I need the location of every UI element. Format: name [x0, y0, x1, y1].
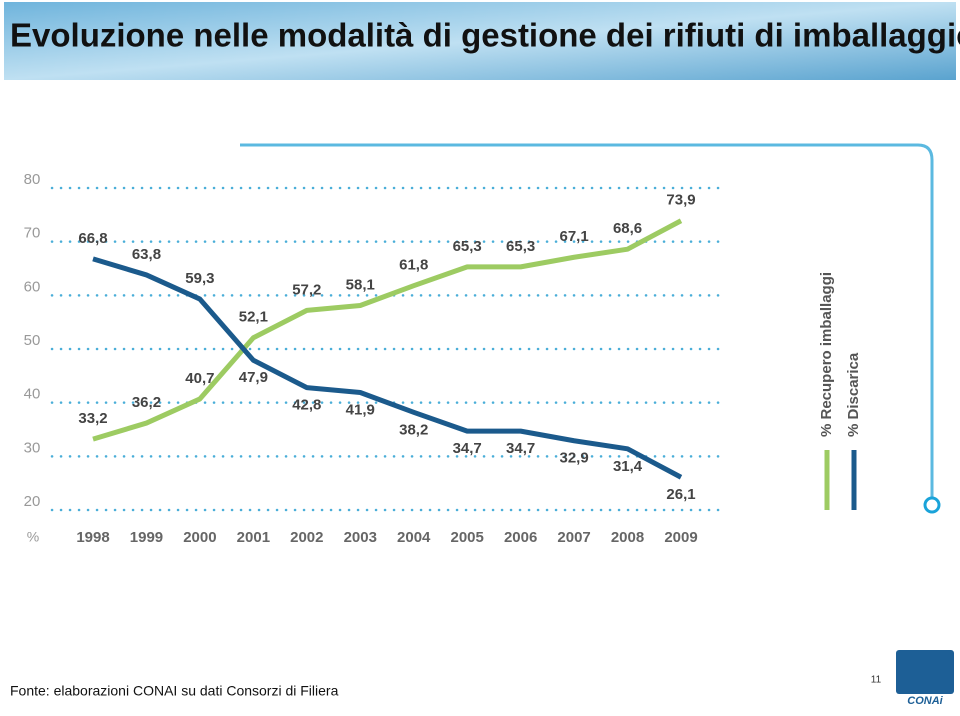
series-line	[92, 218, 683, 442]
data-label: 33,2	[78, 410, 107, 427]
data-label: 58,1	[346, 276, 375, 293]
logo	[896, 650, 954, 694]
y-tick-label: 60	[24, 278, 41, 295]
data-label: 42,8	[292, 397, 321, 414]
data-label: 61,8	[399, 257, 428, 274]
data-label: 65,3	[506, 238, 535, 255]
logo-text: CONAi	[907, 695, 943, 707]
x-tick-label: 1998	[76, 529, 109, 546]
series-line	[92, 256, 683, 480]
data-label: 31,4	[613, 458, 643, 475]
y-tick-label: 50	[24, 332, 41, 349]
title-banner	[4, 2, 956, 80]
data-label: 65,3	[453, 238, 482, 255]
x-tick-label: 2006	[504, 529, 537, 546]
y-tick-label: 80	[24, 171, 41, 188]
x-tick-label: 2007	[557, 529, 590, 546]
x-tick-label: 2003	[344, 529, 377, 546]
data-label: 63,8	[132, 246, 161, 263]
data-label: 52,1	[239, 309, 268, 326]
data-label: 47,9	[239, 369, 268, 386]
y-tick-label: 30	[24, 439, 41, 456]
y-axis-label: %	[27, 529, 39, 545]
frame-line	[240, 143, 934, 497]
source-note: Fonte: elaborazioni CONAI su dati Consor…	[10, 683, 339, 699]
x-tick-label: 2002	[290, 529, 323, 546]
data-label: 73,9	[666, 192, 695, 209]
data-label: 34,7	[453, 440, 482, 457]
y-tick-label: 70	[24, 225, 41, 242]
data-label: 36,2	[132, 394, 161, 411]
data-label: 57,2	[292, 281, 321, 298]
x-tick-label: 2008	[611, 529, 644, 546]
data-label: 41,9	[346, 401, 375, 418]
x-tick-label: 2004	[397, 529, 431, 546]
data-label: 34,7	[506, 440, 535, 457]
data-label: 68,6	[613, 220, 642, 237]
data-label: 32,9	[559, 450, 588, 467]
data-label: 67,1	[559, 228, 588, 245]
x-tick-label: 2009	[664, 529, 697, 546]
x-tick-label: 1999	[130, 529, 163, 546]
x-tick-label: 2001	[237, 529, 270, 546]
data-label: 66,8	[78, 230, 107, 247]
data-label: 26,1	[666, 486, 695, 503]
frame-dot	[923, 496, 941, 514]
x-tick-label: 2005	[450, 529, 483, 546]
y-tick-label: 20	[24, 493, 41, 510]
legend-label: % Discarica	[845, 352, 862, 437]
data-label: 38,2	[399, 421, 428, 438]
x-tick-label: 2000	[183, 529, 216, 546]
y-tick-label: 40	[24, 386, 41, 403]
page-number: 11	[871, 675, 882, 686]
slide-title: Evoluzione nelle modalità di gestione de…	[10, 17, 960, 54]
data-label: 59,3	[185, 270, 214, 287]
data-label: 40,7	[185, 370, 214, 387]
legend-label: % Recupero imballaggi	[818, 272, 835, 437]
